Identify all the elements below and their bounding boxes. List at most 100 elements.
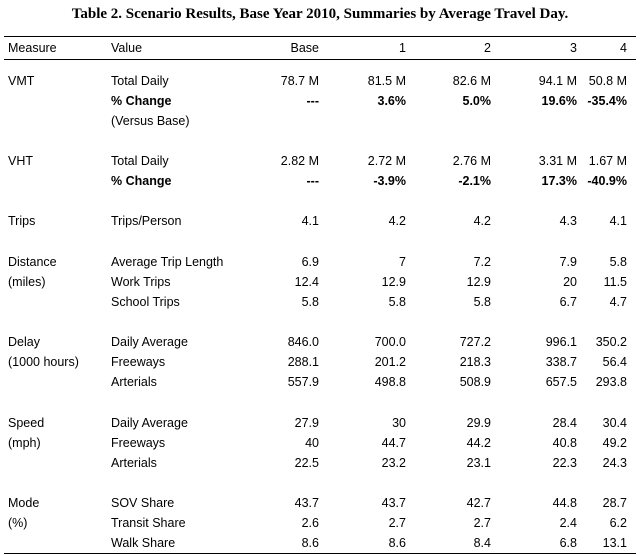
- table-cell: 201.2: [374, 355, 406, 369]
- table-cell: 5.8: [388, 295, 406, 309]
- table-cell: 43.7: [294, 496, 319, 510]
- table-cell: 28.7: [602, 496, 627, 510]
- table-cell: 657.5: [545, 375, 577, 389]
- row-value-label: Average Trip Length: [111, 255, 224, 269]
- table-cell: 44.2: [466, 436, 491, 450]
- table-cell: 700.0: [374, 335, 406, 349]
- row-measure-label: (miles): [8, 275, 46, 289]
- table-cell: 1.67 M: [588, 154, 627, 168]
- row-measure-label: Speed: [8, 416, 45, 430]
- row-measure-label: VMT: [8, 74, 35, 88]
- table-cell: 50.8 M: [588, 74, 627, 88]
- table-cell: 4.7: [609, 295, 627, 309]
- row-measure-label: Trips: [8, 214, 36, 228]
- column-header-scenario-3: 3: [570, 41, 577, 55]
- table-cell: 11.5: [603, 275, 627, 289]
- table-cell: 2.6: [301, 516, 319, 530]
- table-cell: 293.8: [595, 375, 627, 389]
- row-measure-label: Distance: [8, 255, 57, 269]
- table-cell: 19.6%: [541, 94, 577, 108]
- table-cell: 2.4: [559, 516, 577, 530]
- header-bottom-rule: [4, 59, 636, 60]
- table-cell: 24.3: [602, 456, 627, 470]
- table-cell: -3.9%: [373, 174, 406, 188]
- table-cell: 23.2: [381, 456, 406, 470]
- row-measure-label: (%): [8, 516, 28, 530]
- table-cell: ---: [306, 94, 320, 108]
- row-value-label: Arterials: [111, 375, 157, 389]
- column-header-measure: Measure: [8, 41, 57, 55]
- table-cell: 56.4: [602, 355, 627, 369]
- row-measure-label: (mph): [8, 436, 41, 450]
- table-cell: 3.31 M: [538, 154, 577, 168]
- table-cell: 81.5 M: [367, 74, 406, 88]
- table-cell: 996.1: [545, 335, 577, 349]
- table-cell: -40.9%: [587, 174, 627, 188]
- table-cell: 6.9: [301, 255, 319, 269]
- table-cell: 3.6%: [377, 94, 407, 108]
- row-value-label: (Versus Base): [111, 114, 190, 128]
- table-cell: 28.4: [552, 416, 577, 430]
- table-cell: 2.76 M: [452, 154, 491, 168]
- row-value-label: Daily Average: [111, 416, 188, 430]
- table-cell: 22.5: [294, 456, 319, 470]
- table-cell: 8.4: [473, 536, 491, 550]
- table-cell: 94.1 M: [538, 74, 577, 88]
- table-cell: 78.7 M: [280, 74, 319, 88]
- row-measure-label: (1000 hours): [8, 355, 79, 369]
- table-cell: 30: [392, 416, 406, 430]
- table-cell: 4.1: [301, 214, 319, 228]
- table-cell: 2.7: [388, 516, 406, 530]
- row-value-label: % Change: [111, 94, 172, 108]
- table-cell: 338.7: [545, 355, 577, 369]
- table-cell: 508.9: [459, 375, 491, 389]
- row-measure-label: Delay: [8, 335, 40, 349]
- row-value-label: Total Daily: [111, 154, 169, 168]
- column-header-base: Base: [290, 41, 320, 55]
- table-title: Table 2. Scenario Results, Base Year 201…: [71, 6, 569, 22]
- table-cell: 40: [305, 436, 319, 450]
- row-value-label: School Trips: [111, 295, 180, 309]
- table-cell: 13.1: [602, 536, 627, 550]
- row-value-label: Walk Share: [111, 536, 176, 550]
- row-value-label: Freeways: [111, 355, 166, 369]
- row-value-label: SOV Share: [111, 496, 175, 510]
- table-cell: 557.9: [287, 375, 319, 389]
- table-cell: 498.8: [374, 375, 406, 389]
- row-value-label: Work Trips: [111, 275, 171, 289]
- table-cell: 12.9: [466, 275, 491, 289]
- table-cell: 22.3: [552, 456, 577, 470]
- column-header-value: Value: [111, 41, 143, 55]
- table-cell: -2.1%: [458, 174, 491, 188]
- table-cell: 20: [563, 275, 577, 289]
- row-measure-label: Mode: [8, 496, 40, 510]
- table-cell: 218.3: [459, 355, 491, 369]
- table-cell: 5.8: [301, 295, 319, 309]
- table-cell: 17.3%: [541, 174, 577, 188]
- table-cell: 42.7: [466, 496, 491, 510]
- table-cell: 727.2: [459, 335, 491, 349]
- column-header-scenario-2: 2: [484, 41, 491, 55]
- table-cell: 6.8: [559, 536, 577, 550]
- table-cell: 6.7: [559, 295, 577, 309]
- table-cell: 4.1: [609, 214, 627, 228]
- table-cell: 8.6: [388, 536, 406, 550]
- table-cell: 5.8: [609, 255, 627, 269]
- table-cell: 5.0%: [462, 94, 492, 108]
- table-cell: 8.6: [301, 536, 319, 550]
- row-measure-label: VHT: [8, 154, 33, 168]
- table-cell: 7.9: [559, 255, 577, 269]
- column-header-scenario-4: 4: [620, 41, 627, 55]
- table-cell: 2.72 M: [367, 154, 406, 168]
- table-cell: 4.3: [559, 214, 577, 228]
- table-cell: 350.2: [595, 335, 627, 349]
- table-cell: 2.82 M: [280, 154, 319, 168]
- row-value-label: % Change: [111, 174, 172, 188]
- table-cell: 49.2: [602, 436, 627, 450]
- table-cell: 23.1: [466, 456, 491, 470]
- table-cell: 12.9: [381, 275, 406, 289]
- row-value-label: Trips/Person: [111, 214, 182, 228]
- table-bottom-rule: [4, 553, 636, 554]
- table-cell: 6.2: [609, 516, 627, 530]
- table-cell: 288.1: [287, 355, 319, 369]
